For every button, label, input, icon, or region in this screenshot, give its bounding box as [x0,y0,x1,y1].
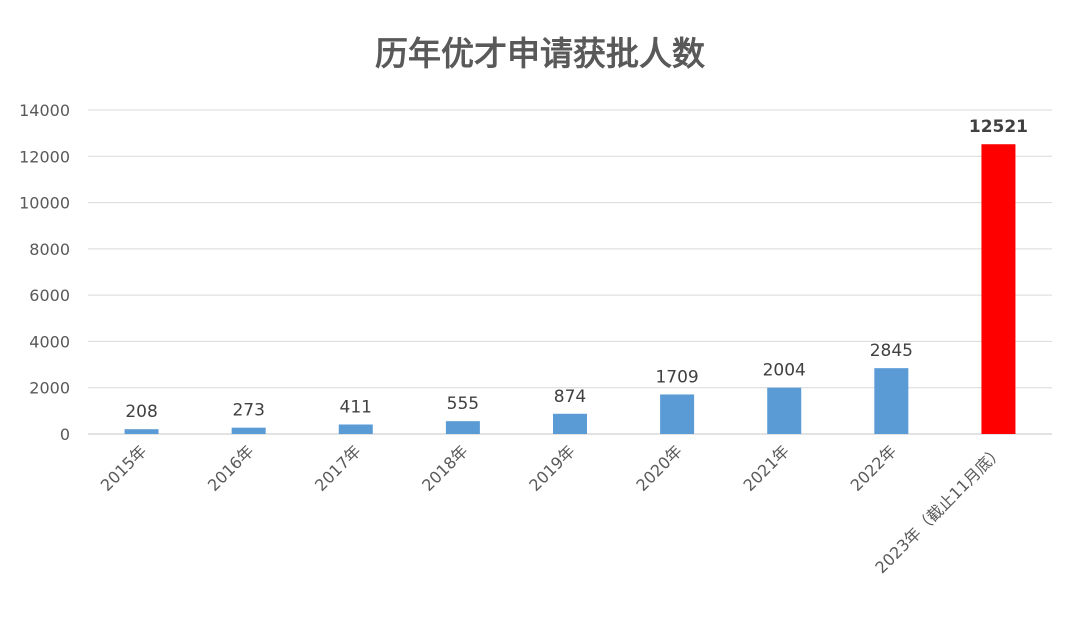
data-label: 411 [340,397,372,417]
data-label: 273 [232,401,264,421]
x-tick-label: 2019年 [525,441,579,495]
bar [445,421,480,434]
bar [981,144,1016,435]
y-tick-label: 14000 [19,101,70,120]
bar [553,413,587,434]
data-label: 12521 [969,117,1028,137]
x-tick-label: 2022年 [847,441,901,495]
data-label: 2845 [870,341,913,361]
bar [874,368,909,434]
bar [767,387,802,434]
y-tick-label: 10000 [19,194,70,213]
y-tick-label: 0 [60,425,70,444]
y-tick-label: 4000 [29,332,70,351]
data-label: 874 [554,387,586,407]
x-tick-label: 2018年 [418,441,472,495]
x-tick-label: 2016年 [204,441,258,495]
bar [124,429,159,434]
x-tick-label: 2020年 [632,441,686,495]
chart-title: 历年优才申请获批人数 [375,34,706,73]
data-label: 2004 [763,361,806,381]
y-tick-label: 12000 [19,147,70,166]
y-tick-label: 6000 [29,286,70,305]
data-label: 1709 [655,367,698,387]
x-tick-label: 2015年 [97,441,151,495]
bar [231,427,266,434]
y-tick-label: 8000 [29,240,70,259]
x-tick-label: 2017年 [311,441,365,495]
data-label: 555 [447,394,479,414]
y-tick-label: 2000 [29,379,70,398]
data-label: 208 [125,402,157,422]
bar [660,394,695,434]
x-tick-label: 2021年 [739,441,793,495]
bar [338,424,373,434]
